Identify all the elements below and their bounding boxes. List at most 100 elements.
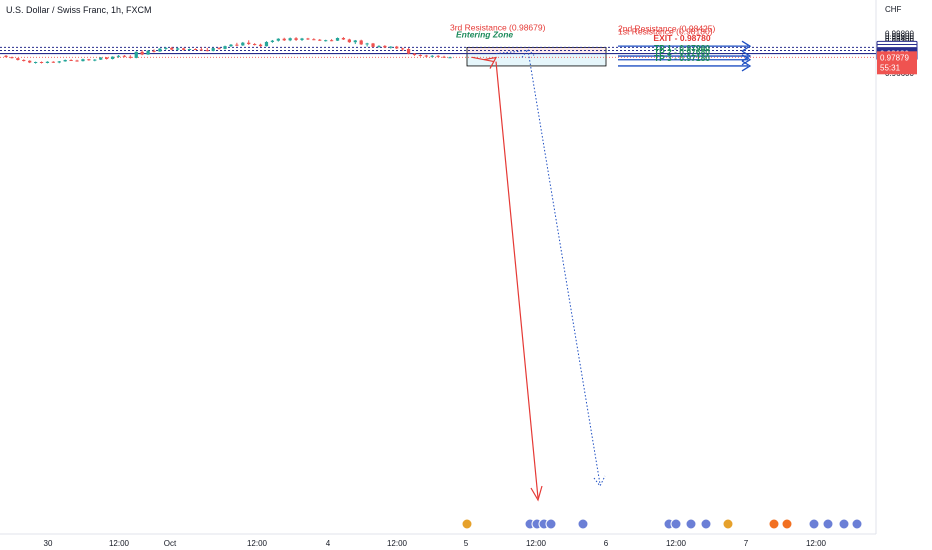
third-resistance-label: 3rd Resistance (0.98679) (450, 22, 546, 32)
current-price-badge (877, 51, 917, 75)
price-tick-label: 0.99400 (885, 34, 914, 43)
candle-body (39, 61, 44, 63)
candle-body (371, 43, 375, 47)
candle-body (140, 51, 144, 55)
time-tick-label: 4 (326, 539, 331, 548)
time-tick-label: Oct (164, 539, 177, 548)
candle-body (93, 59, 97, 61)
candle-body (341, 37, 346, 40)
candle-body (146, 50, 150, 55)
candle-body (383, 45, 387, 48)
projection-down-arrow-head (530, 485, 543, 502)
candle-body (300, 38, 304, 40)
candle-body (63, 60, 67, 62)
time-tick-label: 12:00 (247, 539, 268, 548)
candle-body (28, 60, 32, 63)
candle-body (377, 45, 381, 47)
candle-body (235, 44, 239, 46)
candle-body (51, 61, 55, 63)
economic-event-icon (838, 518, 850, 530)
exit-label: EXIT - 0.98780 (653, 33, 710, 43)
candle-body (199, 49, 203, 51)
tp2-label: TP 2 - 0.97680 (654, 47, 710, 57)
exit-arrow-head (741, 40, 752, 52)
economic-event-icon (822, 518, 834, 530)
candle-body (418, 55, 423, 57)
candle-body (312, 39, 316, 41)
candle-body (81, 59, 85, 62)
candle-body (347, 39, 351, 43)
candle-body (128, 56, 132, 58)
projection-down-arrow (495, 61, 539, 499)
candle-body (282, 38, 286, 41)
candle-body (294, 38, 298, 40)
candle-body (276, 38, 280, 41)
time-tick-label: 12:00 (387, 539, 408, 548)
economic-event-icon (577, 518, 589, 530)
candle-body (45, 61, 50, 63)
candle-body (442, 56, 446, 58)
currency-label: CHF (885, 5, 902, 14)
candle-body (57, 61, 61, 63)
economic-event-icon (685, 518, 697, 530)
candle-body (253, 44, 257, 46)
candle-body (170, 47, 174, 50)
economic-event-icon (700, 518, 712, 530)
tp3-label: TP 3 - 0.97180 (654, 53, 710, 63)
candle-body (270, 40, 275, 42)
candle-body (430, 55, 434, 57)
tp1-label: TP 1 - 0.97980 (654, 43, 710, 53)
economic-event-icon (808, 518, 820, 530)
economic-event-icon (461, 518, 473, 530)
candle-body (436, 55, 440, 57)
candle-body (353, 40, 357, 43)
time-tick-label: 5 (464, 539, 469, 548)
projection-up-arrow-head (483, 56, 498, 69)
candle-body (288, 38, 292, 41)
candle-body (69, 60, 73, 62)
second-resistance-label: 2nd Resistance (0.98425) (618, 24, 716, 34)
candle-body (229, 44, 233, 47)
economic-event-icon (545, 518, 557, 530)
time-tick-label: 12:00 (666, 539, 687, 548)
time-tick-label: 12:00 (109, 539, 130, 548)
candle-body (152, 50, 156, 52)
time-tick-label: 6 (604, 539, 609, 548)
time-tick-label: 7 (744, 539, 749, 548)
candle-body (22, 60, 26, 62)
candle-body (324, 40, 328, 42)
entering-zone-label: Entering Zone (456, 30, 513, 40)
candle-body (10, 57, 14, 59)
candle-body (406, 48, 411, 54)
current-price-label: 0.97879 (880, 53, 909, 62)
symbol-title: U.S. Dollar / Swiss Franc, 1h, FXCM (6, 5, 152, 15)
countdown-label: 55:31 (880, 63, 901, 72)
candle-body (205, 50, 209, 52)
candle-body (87, 59, 91, 61)
candle-body (211, 48, 215, 51)
candle-body (395, 46, 399, 49)
price-tick-label: 0.99800 (885, 30, 914, 39)
candle-body (164, 47, 168, 49)
price-tick-label: 0.99600 (885, 32, 914, 41)
candle-body (424, 55, 428, 57)
candle-body (99, 57, 103, 60)
candle-body (4, 55, 8, 58)
economic-event-icon (781, 518, 793, 530)
candle-body (105, 57, 109, 60)
tp3-arrow-head (741, 60, 752, 72)
time-tick-label: 12:00 (526, 539, 547, 548)
candle-body (223, 46, 227, 49)
candle-body (75, 60, 79, 62)
candle-body (365, 43, 369, 45)
candle-body (110, 56, 115, 60)
candle-body (412, 53, 417, 56)
candle-body (134, 51, 138, 58)
economic-event-icon (768, 518, 780, 530)
candle-body (258, 44, 263, 47)
first-resistance-label: 1st Resistance (0.98180) (618, 27, 713, 37)
candle-body (389, 46, 393, 48)
candle-body (122, 55, 127, 57)
candle-body (176, 48, 180, 50)
